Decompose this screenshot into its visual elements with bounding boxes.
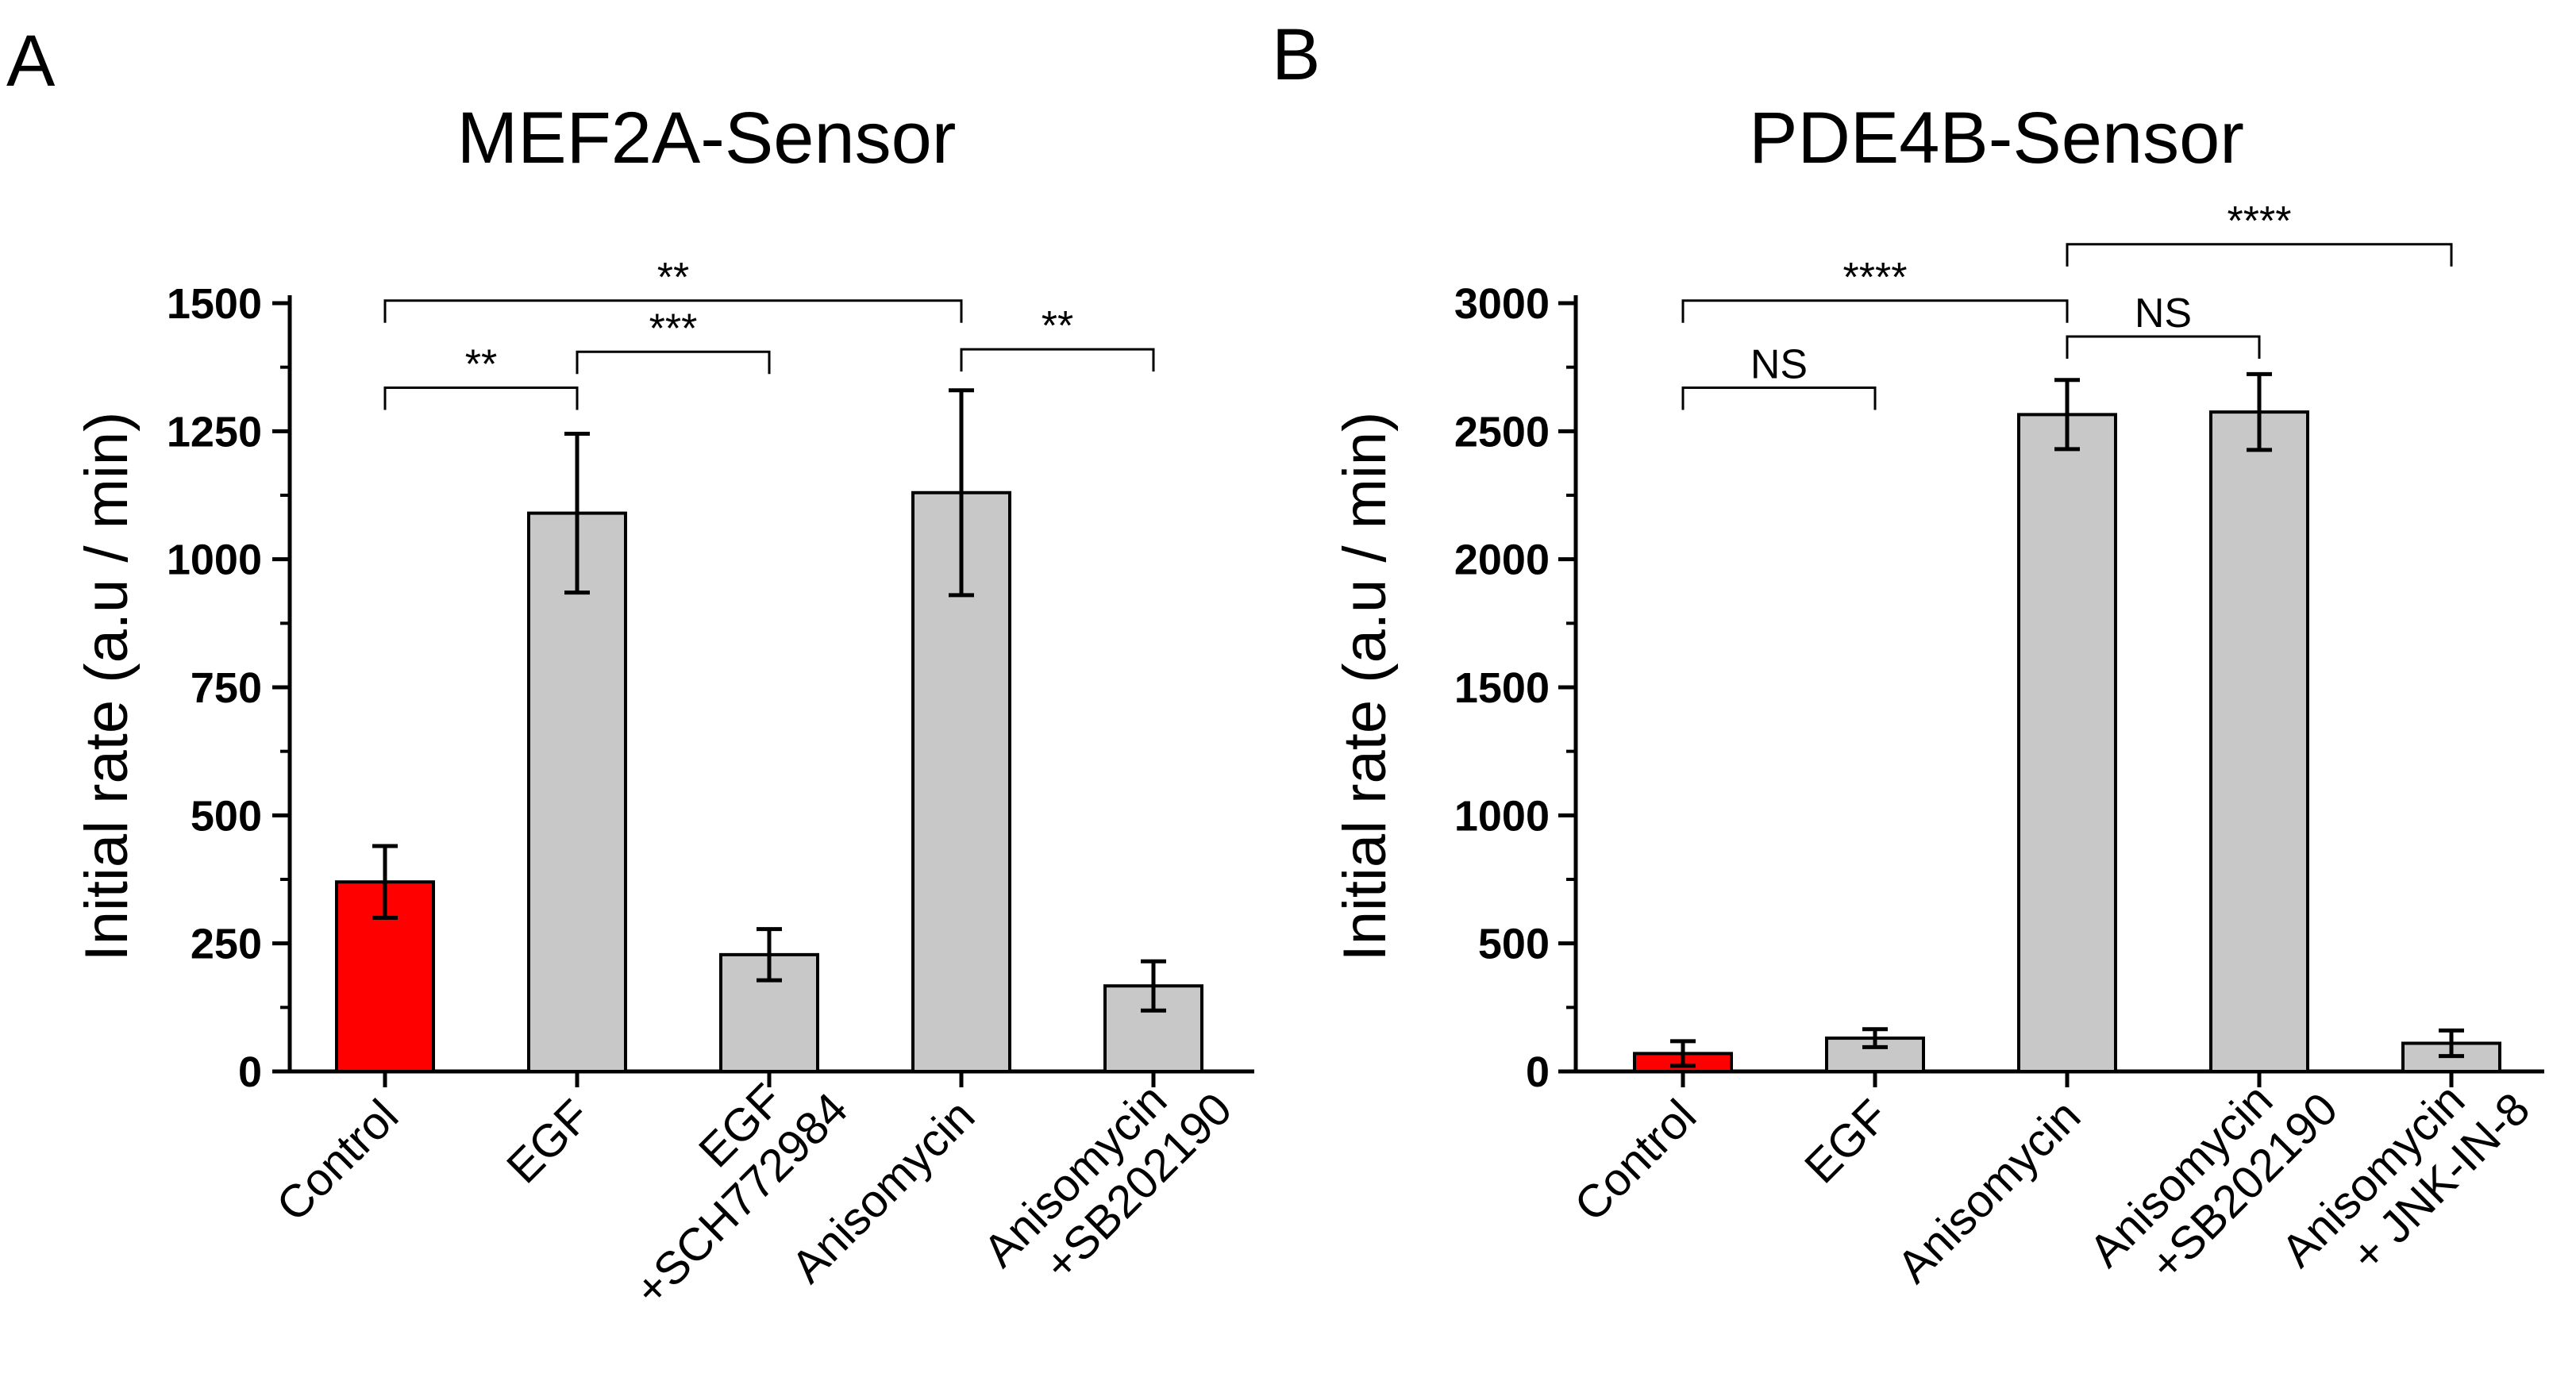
panel-a-significance-label: ** [1042, 303, 1073, 349]
panel-a-significance-label: ** [465, 341, 497, 387]
panel-a-y-tick-label: 0 [238, 1048, 262, 1096]
panel-b-y-tick-label: 2500 [1454, 408, 1550, 456]
panel-a-significance-bracket [960, 348, 1155, 372]
panel-b-y-tick-label: 1000 [1454, 792, 1550, 840]
panel-a-significance-bracket [383, 386, 579, 410]
panel-b-bar [2209, 410, 2309, 1073]
panel-a-significance-label: *** [649, 306, 698, 352]
panel-a-y-axis-label: Initial rate (a.u / min) [73, 412, 141, 962]
panel-b-significance-label: **** [2228, 198, 2292, 244]
panel-a-y-tick-label: 500 [191, 792, 262, 840]
panel-a-significance-bracket [383, 299, 963, 323]
panel-b-significance-bracket [1681, 299, 2069, 323]
panel-b-significance-label: NS [1750, 341, 1808, 387]
panel-b-significance-label: **** [1843, 255, 1908, 301]
panel-a-significance-bracket [576, 350, 771, 375]
panel-b-title: PDE4B-Sensor [1749, 98, 2244, 179]
panel-a-significance-label: ** [657, 255, 689, 301]
panel-b-bar [2017, 413, 2117, 1073]
panel-b-y-axis-label: Initial rate (a.u / min) [1331, 412, 1399, 962]
panel-b-significance-label: NS [2135, 290, 2192, 337]
panel-b-significance-bracket [2066, 335, 2261, 359]
panel-b-significance-bracket [2066, 243, 2453, 267]
panel-a-title: MEF2A-Sensor [457, 98, 957, 179]
panel-a-y-tick-label: 750 [191, 664, 262, 712]
panel-b-y-tick-label: 0 [1526, 1048, 1550, 1096]
panel-a-bar [527, 511, 627, 1073]
panel-b-significance-bracket [1681, 386, 1877, 410]
panel-b-y-tick-label: 3000 [1454, 280, 1550, 328]
panel-b-letter: B [1272, 14, 1320, 95]
panel-b-y-tick-label: 500 [1478, 921, 1550, 968]
panel-a-y-tick-label: 1000 [167, 537, 262, 584]
panel-b-y-tick-label: 1500 [1454, 664, 1550, 712]
panel-a-y-tick-label: 250 [191, 921, 262, 968]
panel-a-letter: A [6, 21, 56, 102]
panel-b-y-tick-label: 2000 [1454, 537, 1550, 584]
panel-a-chart: A MEF2A-Sensor Initial rate (a.u / min) … [6, 21, 1254, 1316]
panel-a-y-tick-label: 1250 [167, 408, 262, 456]
panel-a-y-tick-label: 1500 [167, 280, 262, 328]
